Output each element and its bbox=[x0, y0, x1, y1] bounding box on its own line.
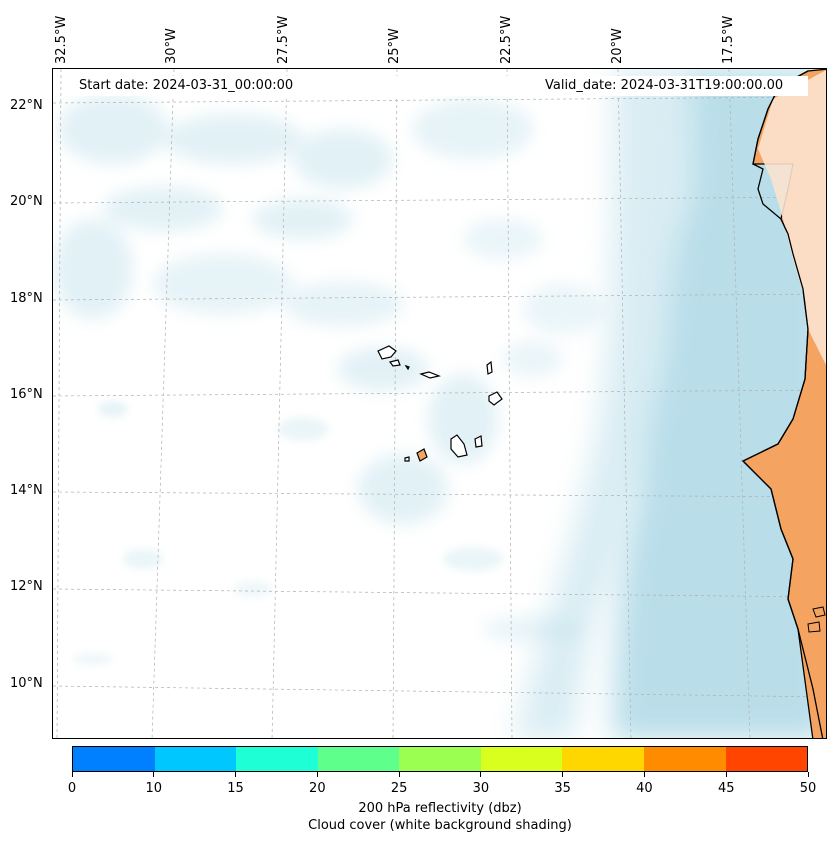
colorbar-tick-label: 40 bbox=[636, 781, 653, 796]
colorbar-segment-5 bbox=[480, 747, 563, 771]
colorbar-tick bbox=[153, 772, 155, 777]
map-canvas bbox=[53, 69, 826, 738]
colorbar-tick-label: 10 bbox=[145, 781, 163, 796]
lat-label-20: 20°N bbox=[10, 194, 43, 209]
colorbar-tick-label: 0 bbox=[67, 781, 77, 796]
valid-date-label: Valid_date: 2024-03-31T19:00:00.00 bbox=[545, 78, 784, 93]
colorbar-segment-4 bbox=[399, 747, 481, 771]
lat-label-22: 22°N bbox=[10, 98, 43, 113]
graticule bbox=[53, 69, 826, 738]
colorbar-tick bbox=[398, 772, 400, 777]
colorbar-tick bbox=[807, 772, 809, 777]
cape-verde-islands bbox=[377, 345, 503, 462]
colorbar-segment-2 bbox=[236, 747, 318, 771]
lon-label-22-5: 22.5°W bbox=[499, 15, 514, 64]
cloud-cover-shading bbox=[53, 69, 826, 738]
lon-label-27-5: 27.5°W bbox=[276, 15, 291, 64]
lon-label-32-5: 32.5°W bbox=[54, 15, 69, 64]
colorbar-tick bbox=[316, 772, 318, 777]
start-date-label: Start date: 2024-03-31_00:00:00 bbox=[79, 78, 294, 93]
colorbar-tick bbox=[562, 772, 564, 777]
colorbar-segment-8 bbox=[725, 747, 808, 771]
colorbar-segment-0 bbox=[73, 747, 155, 771]
lon-label-20: 20°W bbox=[610, 28, 625, 64]
colorbar-tick bbox=[725, 772, 727, 777]
colorbar-tick-label: 35 bbox=[554, 781, 571, 796]
colorbar-segment-7 bbox=[643, 747, 726, 771]
lat-label-18: 18°N bbox=[10, 291, 43, 306]
colorbar-tick-label: 15 bbox=[227, 781, 244, 796]
colorbar bbox=[72, 746, 808, 772]
colorbar-tick bbox=[71, 772, 73, 777]
colorbar-tick-label: 45 bbox=[717, 781, 735, 796]
lon-label-17-5: 17.5°W bbox=[721, 15, 736, 64]
colorbar-tick bbox=[235, 772, 237, 777]
colorbar-label: 200 hPa reflectivity (dbz) bbox=[358, 801, 522, 816]
colorbar-tick-label: 20 bbox=[309, 781, 326, 796]
info-bar bbox=[70, 76, 808, 96]
colorbar-segment-3 bbox=[317, 747, 400, 771]
colorbar-segment-1 bbox=[154, 747, 237, 771]
lat-label-12: 12°N bbox=[10, 579, 43, 594]
colorbar-tick-label: 50 bbox=[799, 781, 817, 796]
map-panel bbox=[52, 68, 827, 739]
lat-label-16: 16°N bbox=[10, 387, 43, 402]
colorbar-sublabel: Cloud cover (white background shading) bbox=[308, 818, 572, 833]
lon-label-25: 25°W bbox=[387, 28, 402, 64]
colorbar-segment-6 bbox=[562, 747, 644, 771]
colorbar-tick-label: 30 bbox=[472, 781, 490, 796]
colorbar-tick bbox=[480, 772, 482, 777]
lat-label-14: 14°N bbox=[10, 483, 43, 498]
lat-label-10: 10°N bbox=[10, 676, 43, 691]
african-coastline bbox=[741, 69, 826, 738]
colorbar-tick bbox=[643, 772, 645, 777]
colorbar-tick-label: 25 bbox=[390, 781, 408, 796]
lon-label-30: 30°W bbox=[164, 28, 179, 64]
